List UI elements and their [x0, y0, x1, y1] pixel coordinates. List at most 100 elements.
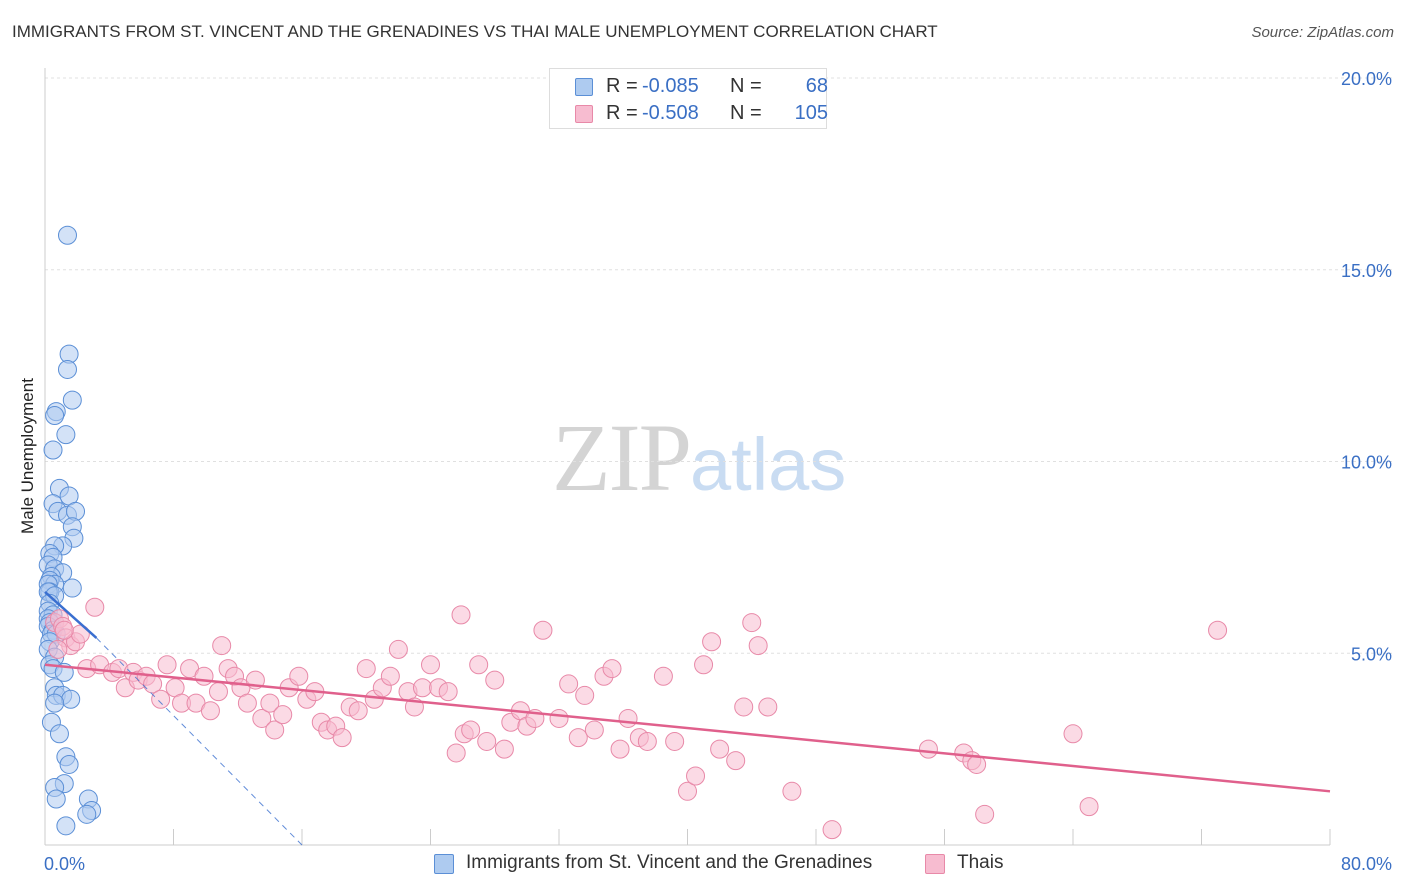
point-thais [421, 655, 440, 675]
point-immigrants [59, 754, 79, 774]
point-thais [918, 739, 938, 759]
trend-immigrants [44, 590, 98, 639]
point-thais [348, 701, 368, 721]
point-thais [237, 693, 257, 713]
point-thais [446, 743, 466, 763]
point-thais [710, 739, 730, 759]
y-tick-label: 5.0% [1351, 644, 1392, 664]
point-thais [332, 728, 352, 748]
point-thais [742, 613, 762, 633]
r-value: -0.085 [642, 75, 699, 97]
r-label: R = [606, 75, 638, 97]
gridlines [45, 77, 1392, 654]
point-thais [726, 751, 746, 771]
legend-swatch-pink [925, 854, 945, 874]
y-tick-label: 10.0% [1341, 453, 1392, 473]
point-thais [678, 781, 697, 801]
point-thais [438, 682, 458, 702]
source-label: Source: ZipAtlas.com [1251, 24, 1394, 41]
point-thais [559, 674, 579, 694]
point-thais [157, 655, 177, 675]
point-thais [1079, 797, 1099, 817]
watermark: ZIPatlas [552, 402, 846, 513]
legend-label: Thais [957, 852, 1004, 873]
legend-label: Immigrants from St. Vincent and the Gren… [466, 852, 873, 873]
point-immigrants [57, 359, 77, 379]
point-thais [665, 731, 685, 751]
point-thais [260, 693, 280, 713]
point-thais [85, 597, 105, 617]
point-thais [758, 697, 778, 717]
point-immigrants [62, 578, 82, 598]
point-thais [477, 731, 497, 751]
point-thais [584, 720, 604, 740]
n-label: N = [730, 102, 762, 124]
point-immigrants [61, 689, 81, 709]
point-thais [194, 666, 214, 686]
point-immigrants [77, 804, 97, 824]
legend-swatch-pink [575, 105, 593, 123]
n-value: 68 [805, 75, 828, 97]
legend-swatch-blue [434, 854, 454, 874]
point-thais [975, 804, 995, 824]
point-thais [469, 655, 489, 675]
point-immigrants [45, 405, 65, 425]
point-thais [686, 766, 706, 786]
point-thais [151, 689, 171, 709]
point-immigrants [56, 816, 76, 836]
point-thais [265, 720, 285, 740]
point-immigrants [43, 440, 63, 460]
correlation-legend: R = -0.085 N = 68 R = -0.508 N = 105 [549, 68, 828, 129]
point-thais [212, 636, 232, 656]
point-thais [702, 632, 722, 652]
point-thais [289, 666, 309, 686]
n-value: 105 [794, 102, 828, 124]
point-immigrants [66, 501, 86, 521]
point-immigrants [62, 390, 82, 410]
y-tick-label: 20.0% [1341, 69, 1392, 89]
series-immigrants-points [38, 225, 102, 836]
point-thais [200, 701, 220, 721]
point-immigrants [56, 425, 76, 445]
chart-title: IMMIGRANTS FROM ST. VINCENT AND THE GREN… [12, 22, 938, 41]
point-thais [782, 781, 802, 801]
point-thais [451, 605, 471, 625]
point-immigrants [45, 693, 65, 713]
series-thais-points [45, 597, 1228, 840]
point-thais [637, 731, 657, 751]
point-thais [575, 685, 595, 705]
point-thais [380, 666, 400, 686]
point-immigrants [46, 789, 66, 809]
point-thais [273, 705, 293, 725]
point-thais [356, 659, 376, 679]
trend-lines [44, 590, 1331, 846]
point-thais [412, 678, 432, 698]
point-thais [208, 682, 228, 702]
watermark-zip: ZIP [552, 404, 692, 511]
point-thais [54, 620, 74, 640]
point-thais [494, 739, 514, 759]
point-thais [602, 659, 622, 679]
n-label: N = [730, 75, 762, 97]
point-thais [485, 670, 505, 690]
r-value: -0.508 [642, 102, 699, 124]
point-thais [252, 708, 272, 728]
trend-thais [44, 663, 1331, 793]
point-thais [694, 655, 714, 675]
y-tick-label: 15.0% [1341, 261, 1392, 281]
point-immigrants [57, 225, 77, 245]
x-tick-label: 80.0% [1341, 854, 1392, 874]
legend-swatch-blue [575, 78, 593, 96]
point-thais [1063, 724, 1083, 744]
point-thais [822, 820, 842, 840]
point-thais [618, 708, 638, 728]
point-thais [610, 739, 630, 759]
point-thais [549, 708, 569, 728]
point-thais [533, 620, 553, 640]
point-thais [653, 666, 673, 686]
r-label: R = [606, 102, 638, 124]
point-thais [461, 720, 481, 740]
watermark-atlas: atlas [690, 423, 847, 506]
point-immigrants [49, 724, 69, 744]
